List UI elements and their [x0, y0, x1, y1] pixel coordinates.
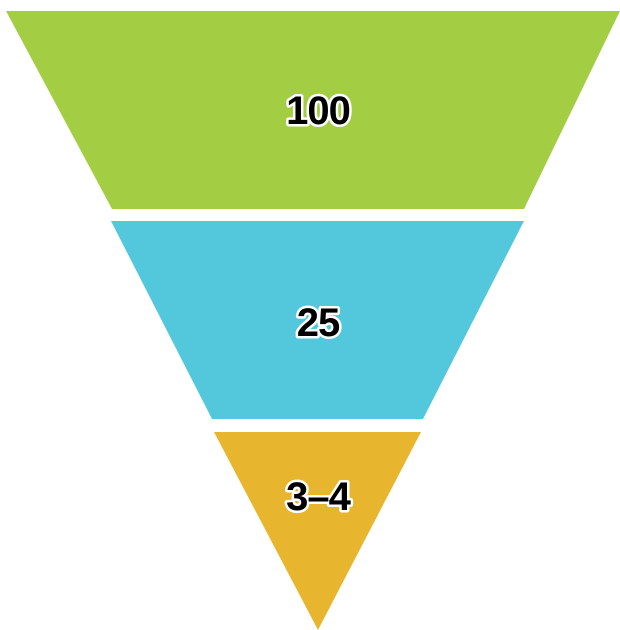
funnel-stage-top [6, 11, 620, 209]
funnel-stage-middle-label: 25 [297, 301, 340, 345]
funnel-stage-bottom [214, 432, 421, 630]
funnel-stage-top-label: 100 [286, 89, 350, 133]
funnel-stage-middle [111, 221, 524, 419]
funnel-stage-bottom-label: 3–4 [286, 475, 351, 519]
